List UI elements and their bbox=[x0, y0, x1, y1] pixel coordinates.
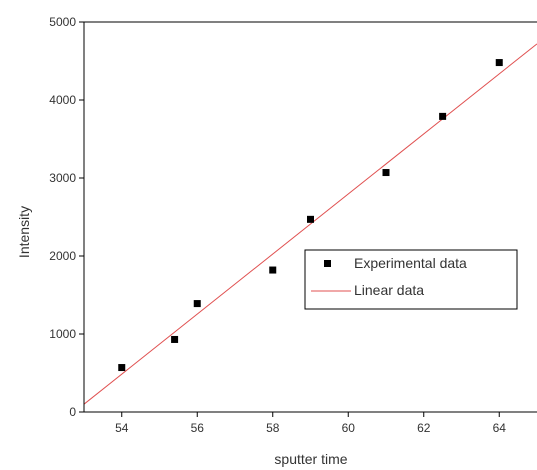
x-axis-label: sputter time bbox=[274, 451, 347, 467]
y-tick-label: 1000 bbox=[49, 327, 76, 341]
legend-label-linear: Linear data bbox=[354, 282, 424, 298]
linear-fit-line bbox=[84, 43, 537, 405]
data-point bbox=[439, 112, 447, 120]
data-point bbox=[307, 215, 314, 223]
data-point bbox=[171, 335, 179, 343]
y-tick-label: 0 bbox=[69, 405, 76, 419]
x-tick-label: 58 bbox=[266, 421, 280, 435]
x-tick-label: 54 bbox=[115, 421, 129, 435]
data-point bbox=[269, 266, 277, 274]
x-tick-label: 62 bbox=[417, 421, 431, 435]
y-tick-label: 2000 bbox=[49, 249, 76, 263]
x-tick-label: 60 bbox=[342, 421, 356, 435]
data-point bbox=[118, 364, 126, 372]
data-point bbox=[382, 169, 390, 177]
legend: Experimental data Linear data bbox=[304, 249, 518, 310]
x-tick-label: 56 bbox=[191, 421, 205, 435]
y-axis-label: Intensity bbox=[16, 206, 32, 258]
legend-label-experimental: Experimental data bbox=[354, 255, 467, 271]
data-point bbox=[495, 59, 503, 67]
y-tick-label: 3000 bbox=[49, 171, 76, 185]
y-tick-label: 4000 bbox=[49, 93, 76, 107]
x-tick-label: 64 bbox=[493, 421, 507, 435]
legend-box bbox=[304, 249, 518, 310]
legend-marker-experimental bbox=[324, 260, 331, 267]
data-point bbox=[193, 300, 201, 308]
y-tick-label: 5000 bbox=[49, 15, 76, 29]
